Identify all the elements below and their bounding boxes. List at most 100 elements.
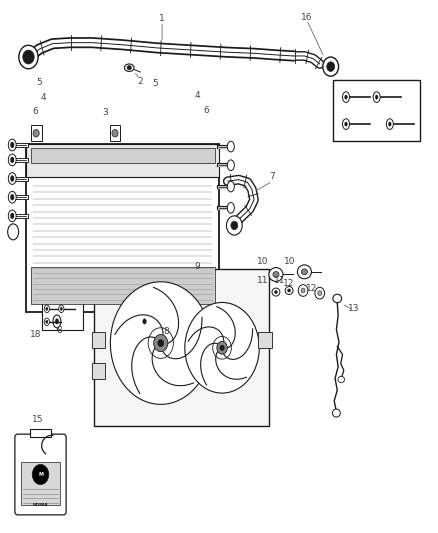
Ellipse shape: [8, 139, 16, 151]
Text: 16: 16: [301, 13, 312, 21]
Bar: [42, 300, 83, 330]
Text: 1: 1: [159, 14, 165, 23]
Bar: [31, 125, 42, 141]
Bar: [26, 144, 219, 177]
Ellipse shape: [59, 305, 64, 312]
Ellipse shape: [53, 315, 61, 328]
Ellipse shape: [127, 66, 131, 70]
Circle shape: [154, 335, 168, 352]
Text: 4: 4: [41, 93, 46, 101]
Ellipse shape: [274, 290, 278, 294]
Ellipse shape: [11, 213, 14, 219]
Circle shape: [158, 340, 164, 347]
Ellipse shape: [227, 141, 234, 152]
Ellipse shape: [44, 318, 49, 326]
Ellipse shape: [345, 95, 347, 99]
Text: 10: 10: [284, 257, 296, 265]
Text: 3: 3: [102, 109, 108, 117]
Bar: [92, 332, 105, 348]
Bar: [258, 332, 272, 348]
Text: 2: 2: [138, 77, 143, 85]
Text: 13: 13: [348, 304, 360, 312]
Circle shape: [327, 62, 335, 71]
Text: 18: 18: [30, 330, 42, 339]
Bar: [30, 429, 51, 437]
Ellipse shape: [285, 286, 293, 294]
Text: 11: 11: [257, 277, 268, 285]
FancyBboxPatch shape: [15, 434, 66, 515]
Ellipse shape: [46, 307, 48, 310]
Bar: [110, 125, 120, 141]
Ellipse shape: [44, 305, 49, 312]
Text: 4: 4: [194, 92, 200, 100]
Ellipse shape: [227, 181, 234, 192]
Text: 12: 12: [306, 285, 318, 293]
Text: 6: 6: [204, 106, 210, 115]
Ellipse shape: [8, 154, 16, 166]
Ellipse shape: [332, 409, 340, 417]
Ellipse shape: [124, 64, 134, 71]
Ellipse shape: [315, 287, 325, 299]
Text: 6: 6: [32, 108, 38, 116]
Ellipse shape: [345, 122, 347, 126]
Ellipse shape: [373, 92, 380, 102]
Bar: [92, 364, 105, 379]
Ellipse shape: [338, 376, 344, 383]
Ellipse shape: [227, 160, 234, 171]
Bar: [31, 148, 215, 163]
Bar: [94, 269, 269, 426]
Text: 11: 11: [274, 277, 285, 285]
Ellipse shape: [386, 119, 393, 130]
Circle shape: [32, 464, 49, 484]
Text: 5: 5: [36, 78, 42, 87]
Bar: [31, 266, 215, 304]
Bar: [26, 144, 219, 312]
Bar: [21, 462, 60, 505]
Ellipse shape: [11, 195, 14, 200]
Ellipse shape: [11, 142, 14, 148]
Ellipse shape: [301, 269, 307, 274]
Ellipse shape: [143, 319, 146, 324]
Ellipse shape: [273, 271, 279, 277]
Ellipse shape: [11, 157, 14, 163]
Ellipse shape: [318, 291, 321, 295]
Ellipse shape: [11, 176, 14, 181]
Ellipse shape: [33, 130, 39, 137]
Circle shape: [220, 345, 224, 351]
Circle shape: [23, 50, 34, 64]
Circle shape: [226, 216, 242, 235]
Text: 9: 9: [194, 262, 200, 271]
Text: 15: 15: [32, 415, 44, 424]
Ellipse shape: [333, 294, 342, 303]
Ellipse shape: [301, 288, 305, 293]
Text: 8: 8: [56, 326, 62, 335]
Ellipse shape: [60, 307, 63, 310]
Ellipse shape: [227, 203, 234, 213]
Circle shape: [217, 342, 227, 354]
Ellipse shape: [297, 265, 311, 279]
Ellipse shape: [343, 119, 350, 130]
Circle shape: [19, 45, 38, 69]
Ellipse shape: [141, 315, 148, 328]
Circle shape: [185, 302, 259, 393]
Text: 5: 5: [152, 79, 159, 88]
Ellipse shape: [343, 92, 350, 102]
Ellipse shape: [8, 173, 16, 184]
Ellipse shape: [7, 224, 18, 240]
Ellipse shape: [389, 122, 391, 126]
Text: 8: 8: [163, 327, 170, 336]
Text: 7: 7: [269, 173, 276, 181]
Ellipse shape: [269, 268, 283, 281]
Ellipse shape: [298, 285, 308, 296]
Text: MOPAR: MOPAR: [33, 504, 48, 507]
Ellipse shape: [8, 210, 16, 222]
Ellipse shape: [375, 95, 378, 99]
Circle shape: [231, 221, 238, 230]
Ellipse shape: [272, 288, 280, 296]
Text: 12: 12: [283, 279, 295, 288]
Ellipse shape: [46, 320, 48, 324]
Circle shape: [110, 282, 211, 405]
Ellipse shape: [287, 289, 291, 292]
Circle shape: [323, 57, 339, 76]
Ellipse shape: [112, 130, 118, 137]
